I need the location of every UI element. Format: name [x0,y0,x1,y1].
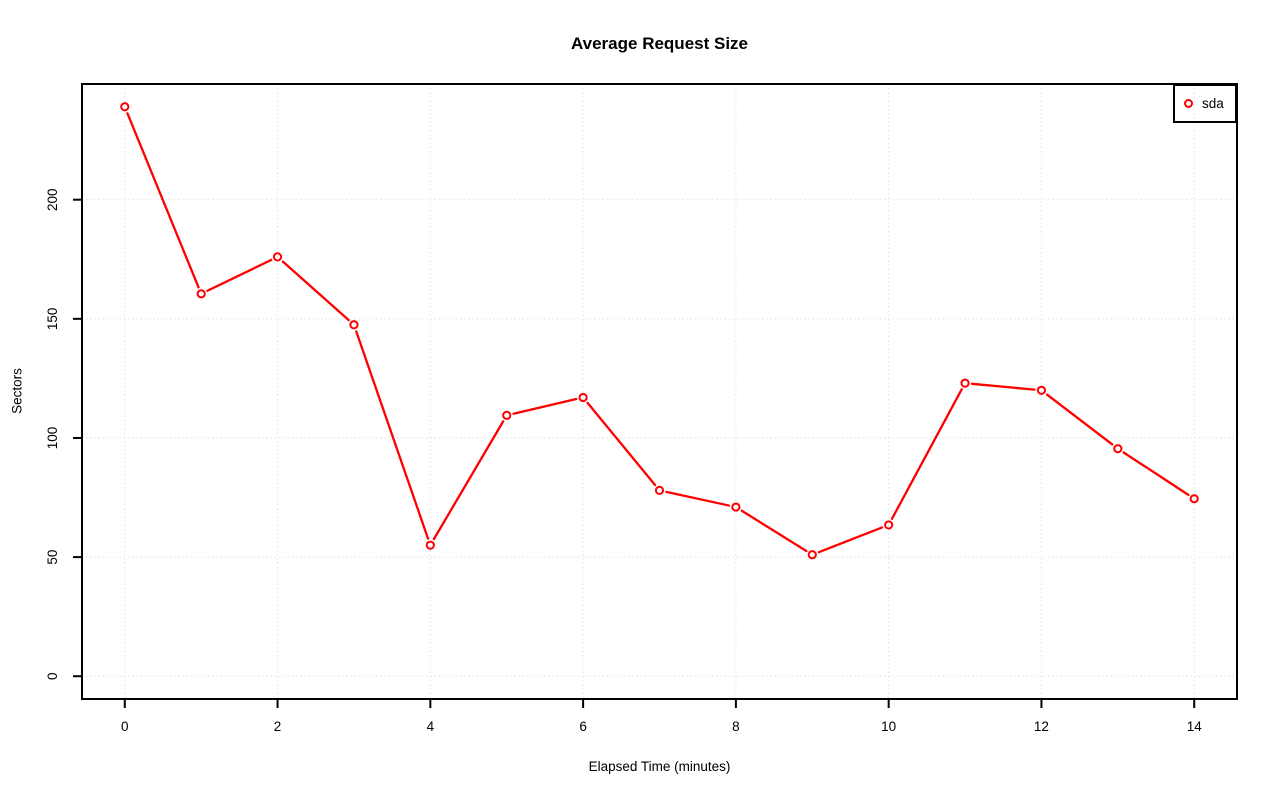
svg-text:0: 0 [45,672,60,680]
svg-text:100: 100 [45,427,60,450]
svg-text:8: 8 [732,719,740,734]
legend-label: sda [1202,95,1224,111]
svg-text:150: 150 [45,308,60,331]
svg-text:6: 6 [579,719,587,734]
y-axis-label: Sectors [9,368,25,414]
legend: sda [1173,84,1237,123]
svg-text:4: 4 [427,719,435,734]
chart-title: Average Request Size [571,34,748,53]
svg-text:200: 200 [45,188,60,211]
svg-text:2: 2 [274,719,282,734]
svg-text:14: 14 [1187,719,1203,734]
svg-text:0: 0 [121,719,129,734]
svg-text:10: 10 [881,719,896,734]
x-axis-label: Elapsed Time (minutes) [588,759,731,774]
svg-text:50: 50 [45,550,60,565]
svg-text:12: 12 [1034,719,1049,734]
legend-marker-icon [1184,99,1193,108]
